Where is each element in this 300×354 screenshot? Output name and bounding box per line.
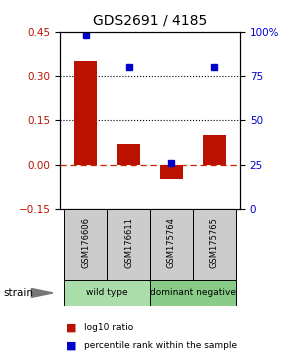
- Text: strain: strain: [3, 288, 33, 298]
- Text: log10 ratio: log10 ratio: [84, 323, 133, 332]
- Text: GSM176611: GSM176611: [124, 217, 133, 268]
- Bar: [107, 209, 150, 280]
- Bar: [64, 280, 150, 306]
- Text: dominant negative: dominant negative: [150, 289, 236, 297]
- Bar: [64, 209, 107, 280]
- Text: GSM176606: GSM176606: [81, 217, 90, 268]
- Bar: [150, 209, 193, 280]
- Text: wild type: wild type: [86, 289, 128, 297]
- Polygon shape: [32, 289, 53, 297]
- Bar: [202, 135, 226, 165]
- Text: GSM175764: GSM175764: [167, 217, 176, 268]
- Text: percentile rank within the sample: percentile rank within the sample: [84, 341, 237, 350]
- Bar: [117, 144, 140, 165]
- Bar: [74, 61, 98, 165]
- Text: ■: ■: [66, 340, 76, 350]
- Bar: [160, 165, 183, 179]
- Text: GSM175765: GSM175765: [210, 217, 219, 268]
- Title: GDS2691 / 4185: GDS2691 / 4185: [93, 14, 207, 28]
- Bar: [193, 209, 236, 280]
- Bar: [150, 280, 236, 306]
- Text: ■: ■: [66, 322, 76, 332]
